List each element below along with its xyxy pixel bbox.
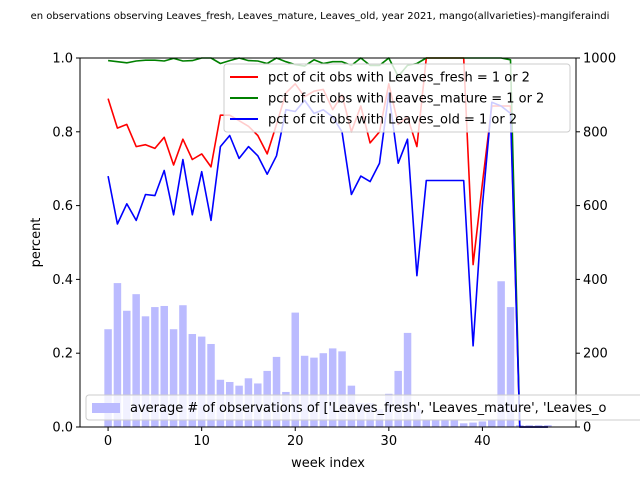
bar	[197, 336, 206, 427]
y-tick-label: 0.8	[52, 125, 73, 140]
bar	[338, 351, 346, 427]
y2-tick-label: 200	[583, 347, 608, 362]
bar	[123, 310, 131, 427]
bar	[525, 425, 533, 427]
y2-tick-label: 0	[583, 421, 591, 436]
bar	[422, 419, 431, 427]
x-tick-label: 40	[474, 434, 491, 449]
legend-label: average # of observations of ['Leaves_fr…	[130, 401, 606, 416]
bar	[459, 423, 468, 427]
y-tick-label: 0.6	[52, 199, 73, 214]
x-axis: 0 10 20 30 40	[104, 427, 491, 449]
legend-label: pct of cit obs with Leaves_old = 1 or 2	[268, 113, 517, 128]
plot-frame	[79, 57, 577, 428]
bar	[310, 357, 318, 427]
bar	[478, 421, 487, 427]
bar	[179, 305, 187, 427]
y-axis-left: 0.0 0.2 0.4 0.6 0.8 1.0	[52, 52, 80, 436]
y-tick-label: 1.0	[52, 52, 73, 67]
bar	[544, 425, 552, 427]
bar	[141, 316, 150, 427]
bar	[160, 305, 168, 427]
y2-tick-label: 800	[583, 125, 608, 140]
y-axis-label: percent	[29, 218, 44, 268]
bar	[300, 355, 309, 427]
chart-title: en observations observing Leaves_fresh, …	[31, 11, 610, 22]
legend-box	[85, 394, 640, 421]
y-tick-label: 0.2	[52, 347, 73, 362]
legend-box	[223, 63, 571, 133]
bar	[497, 281, 505, 427]
bar	[272, 356, 281, 427]
bar	[188, 334, 197, 427]
bar	[441, 419, 449, 427]
bar	[450, 419, 459, 427]
bar	[328, 348, 337, 427]
x-axis-label: week index	[291, 456, 365, 471]
bar	[104, 329, 112, 427]
legend-label: pct of cit obs with Leaves_mature = 1 or…	[268, 92, 544, 107]
bar	[403, 332, 412, 427]
bar	[113, 283, 122, 427]
y-tick-label: 0.0	[52, 421, 73, 436]
bar	[169, 329, 178, 427]
y-tick-label: 0.4	[52, 273, 73, 288]
legend-swatch	[92, 403, 120, 413]
y-axis-right: 0 200 400 600 800 1000	[576, 52, 616, 436]
legend-bars: average # of observations of ['Leaves_fr…	[85, 394, 640, 421]
y2-tick-label: 600	[583, 199, 608, 214]
x-tick-label: 10	[193, 434, 210, 449]
bar	[506, 307, 515, 427]
bar	[207, 343, 215, 427]
legend-label: pct of cit obs with Leaves_fresh = 1 or …	[268, 71, 530, 86]
bar	[488, 419, 496, 427]
y2-tick-label: 1000	[583, 52, 616, 67]
x-tick-label: 20	[287, 434, 304, 449]
bar	[534, 425, 543, 427]
bar	[132, 294, 140, 427]
bar	[291, 312, 299, 427]
y2-tick-label: 400	[583, 273, 608, 288]
legend-lines: pct of cit obs with Leaves_fresh = 1 or …	[223, 63, 571, 133]
bar	[151, 307, 159, 427]
x-tick-label: 0	[104, 434, 112, 449]
bar	[431, 419, 440, 427]
bar	[469, 422, 477, 427]
bar	[319, 353, 328, 427]
x-tick-label: 30	[381, 434, 398, 449]
